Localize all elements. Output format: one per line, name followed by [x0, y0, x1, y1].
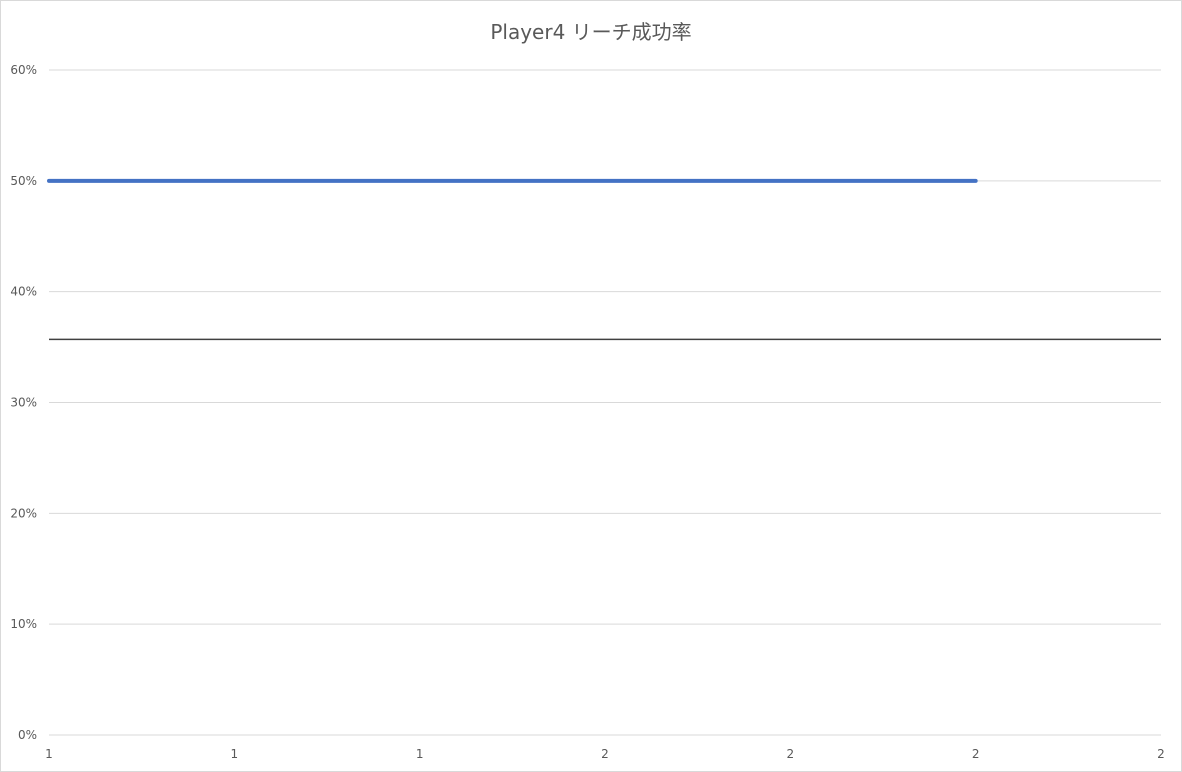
x-tick-label: 1: [231, 747, 239, 761]
y-tick-label: 20%: [10, 506, 37, 520]
x-tick-label: 2: [1157, 747, 1165, 761]
y-axis: 0% 10% 20% 30% 40% 50% 60%: [10, 63, 37, 742]
x-tick-label: 1: [416, 747, 424, 761]
y-tick-label: 30%: [10, 396, 37, 410]
chart-title: Player4 リーチ成功率: [490, 20, 691, 44]
y-tick-label: 40%: [10, 285, 37, 299]
x-tick-label: 2: [787, 747, 795, 761]
y-tick-label: 50%: [10, 174, 37, 188]
x-axis: 1 1 1 2 2 2 2: [45, 747, 1165, 761]
x-tick-label: 2: [972, 747, 980, 761]
y-tick-label: 10%: [10, 617, 37, 631]
y-tick-label: 0%: [18, 728, 37, 742]
gridlines: [49, 69, 1161, 736]
x-tick-label: 1: [45, 747, 53, 761]
y-tick-label: 60%: [10, 63, 37, 77]
x-tick-label: 2: [601, 747, 609, 761]
